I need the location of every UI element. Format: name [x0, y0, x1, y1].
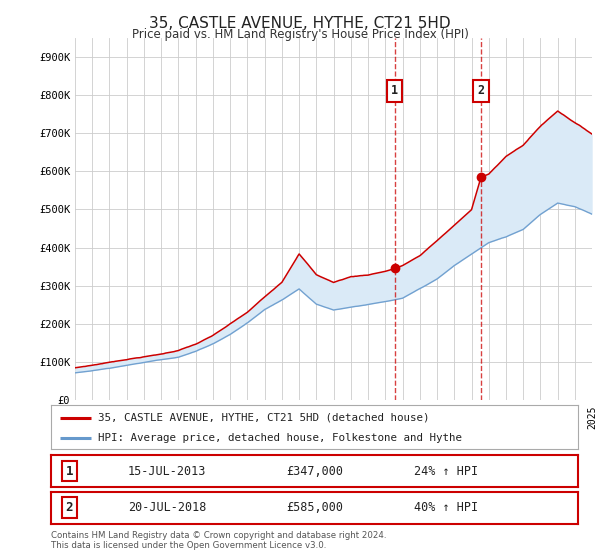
- Text: 35, CASTLE AVENUE, HYTHE, CT21 5HD (detached house): 35, CASTLE AVENUE, HYTHE, CT21 5HD (deta…: [98, 413, 430, 423]
- Text: 20-JUL-2018: 20-JUL-2018: [128, 501, 206, 514]
- Text: Contains HM Land Registry data © Crown copyright and database right 2024.: Contains HM Land Registry data © Crown c…: [51, 531, 386, 540]
- Text: 1: 1: [65, 465, 73, 478]
- Text: £585,000: £585,000: [286, 501, 343, 514]
- Text: £347,000: £347,000: [286, 465, 343, 478]
- Text: 2: 2: [65, 501, 73, 514]
- Text: 1: 1: [391, 85, 398, 97]
- Text: HPI: Average price, detached house, Folkestone and Hythe: HPI: Average price, detached house, Folk…: [98, 433, 463, 443]
- Text: 2: 2: [477, 85, 484, 97]
- Text: 35, CASTLE AVENUE, HYTHE, CT21 5HD: 35, CASTLE AVENUE, HYTHE, CT21 5HD: [149, 16, 451, 31]
- Text: Price paid vs. HM Land Registry's House Price Index (HPI): Price paid vs. HM Land Registry's House …: [131, 28, 469, 41]
- Text: 24% ↑ HPI: 24% ↑ HPI: [414, 465, 478, 478]
- Text: 15-JUL-2013: 15-JUL-2013: [128, 465, 206, 478]
- Text: 40% ↑ HPI: 40% ↑ HPI: [414, 501, 478, 514]
- Text: This data is licensed under the Open Government Licence v3.0.: This data is licensed under the Open Gov…: [51, 541, 326, 550]
